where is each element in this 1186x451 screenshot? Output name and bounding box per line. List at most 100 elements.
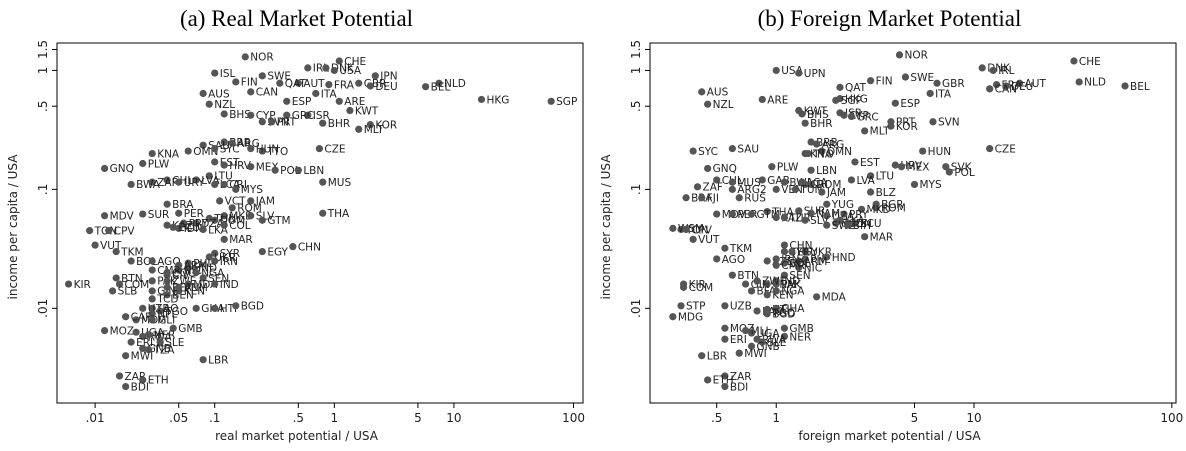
y-tick-label: .1 [36,184,50,195]
x-tick-label: 10 [446,411,461,425]
point-label: UPN [804,68,826,80]
data-point-swe: SWE [258,71,291,83]
point-label: MWI [131,350,154,362]
point-label: COM [125,279,150,291]
point-marker [721,324,729,332]
point-marker [780,271,789,279]
x-tick-label: .1 [209,411,220,425]
point-marker [742,280,750,288]
point-label: KNA [810,148,833,160]
data-point-per: PER [175,208,204,220]
point-label: CAF [131,312,152,324]
point-marker [801,255,809,263]
point-marker [847,112,856,121]
point-marker [169,324,177,332]
point-marker [801,149,809,158]
point-marker [294,79,302,87]
point-marker [205,253,213,261]
data-point-kna: KNA [801,148,833,160]
data-point-chn: CHN [289,241,321,253]
y-tick-label: 1.5 [36,40,50,59]
point-marker [163,176,171,184]
point-marker [823,212,831,220]
point-marker [851,158,859,166]
point-marker [127,257,135,265]
point-marker [1002,82,1010,90]
point-marker [742,326,750,335]
point-marker [768,163,776,171]
point-label: KOR [896,121,918,133]
point-marker [698,194,706,202]
point-marker [232,302,240,310]
point-label: FIN [876,75,893,87]
point-marker [910,180,919,189]
data-point-arg: ARG [813,139,844,151]
point-marker [689,235,697,243]
data-point-tcd: TCD [148,294,178,306]
point-marker [91,241,99,249]
point-label: VUT [698,234,720,246]
data-point-ecu: ECU [851,218,882,230]
data-point-sur: SUR [139,209,169,221]
data-point-caf: CAF [122,312,151,324]
data-point-mda: MDA [813,292,847,304]
point-marker [693,183,702,191]
point-label: SEN [789,270,810,282]
data-point-vnm: VNM [175,282,208,294]
point-label: LTU [214,171,233,183]
point-label: ROM [237,203,262,215]
point-label: COG [172,267,196,279]
point-label: NGA [201,267,225,279]
point-marker [807,166,815,174]
point-marker [247,212,255,220]
data-point-zar: ZAR [721,371,752,383]
data-point-tun: TUN [205,213,236,225]
point-label: MYS [241,184,263,196]
x-tick-label: .5 [293,411,304,425]
point-marker [807,209,815,217]
point-label: ARE [767,94,788,106]
point-label: TON [685,224,709,236]
data-point-zwe: ZWE [753,276,786,288]
data-point-grc: GRC [847,111,879,123]
data-point-yug: YUG [823,199,854,211]
point-label: NLD [1084,77,1106,89]
point-marker [271,166,279,174]
point-label: IDN [184,223,203,235]
point-marker [818,147,826,155]
point-marker [169,223,177,231]
point-label: TZA [153,344,176,356]
point-marker [728,145,736,153]
point-marker [861,127,869,135]
point-marker [772,213,780,222]
point-label: MLT [364,124,384,136]
point-marker [823,221,831,229]
data-point-lbr: LBR [199,354,228,366]
point-marker [220,221,228,229]
point-label: CHE [1079,56,1101,68]
data-point-bhr: BHR [319,118,350,130]
data-point-ita: ITA [312,88,337,100]
point-label: MLT [870,126,890,138]
x-tick-label: 5 [911,411,919,425]
point-marker [319,119,327,127]
data-point-qat: QAT [836,82,867,94]
point-marker [139,344,147,353]
point-label: MDA [822,292,847,304]
data-point-tza: TZA [145,344,175,356]
point-marker [115,280,124,288]
y-tick-label: .1 [629,184,643,195]
point-marker [795,257,803,265]
data-point-rwa: RWA [139,331,172,343]
data-point-qat: QAT [276,78,306,90]
point-label: BEL [1130,81,1150,93]
point-label: LBN [303,165,324,177]
data-point-mkd: MKD [857,204,891,216]
point-label: SYC [698,146,718,158]
point-label: CRI [810,179,828,191]
point-marker [220,110,228,118]
data-point-can: CAN [247,87,278,99]
point-label: USA [339,65,362,77]
point-marker [258,118,266,126]
